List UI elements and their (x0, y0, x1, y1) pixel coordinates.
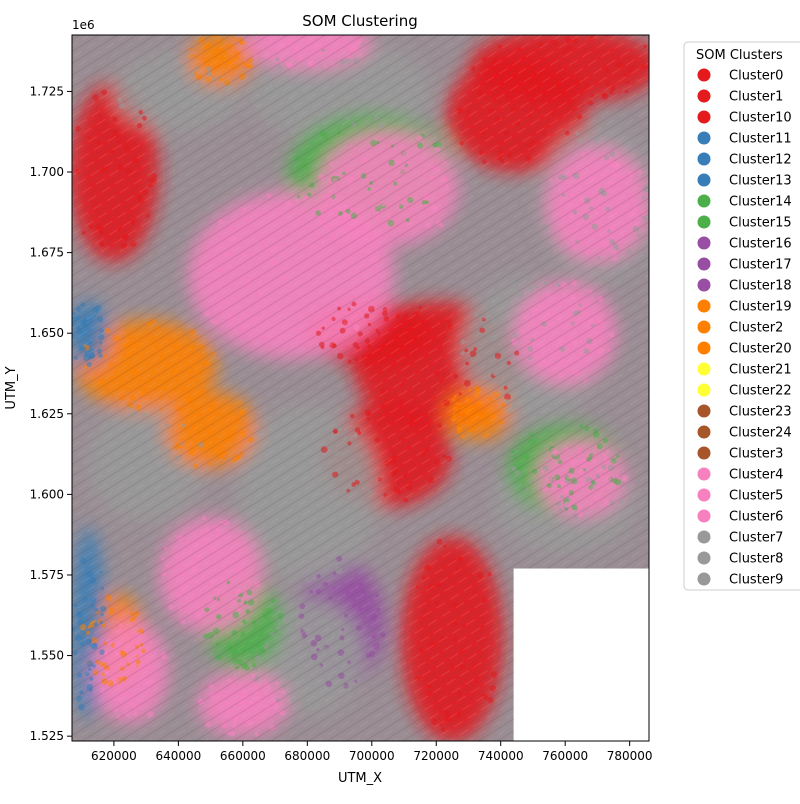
legend-marker (697, 467, 711, 481)
legend-label: Cluster4 (729, 468, 783, 483)
legend-title: SOM Clusters (696, 48, 783, 63)
cluster-point (293, 21, 297, 25)
legend-label: Cluster10 (729, 111, 792, 126)
y-tick-label: 1.575 (30, 568, 64, 582)
legend-marker (697, 152, 711, 166)
legend-marker (697, 488, 711, 502)
legend-label: Cluster21 (729, 363, 792, 378)
legend-marker (697, 299, 711, 313)
x-tick-label: 780000 (607, 749, 653, 763)
legend-label: Cluster15 (729, 216, 792, 231)
legend-label: Cluster14 (729, 195, 792, 210)
legend-marker (697, 425, 711, 439)
legend-marker (697, 131, 711, 145)
legend-label: Cluster19 (729, 300, 792, 315)
y-tick-label: 1.650 (30, 326, 64, 340)
cluster-point (274, 22, 280, 28)
x-tick-label: 700000 (349, 749, 395, 763)
legend-marker (697, 215, 711, 229)
legend-marker (697, 278, 711, 292)
y-tick-label: 1.600 (30, 487, 64, 501)
legend-marker (697, 362, 711, 376)
legend-marker (697, 110, 711, 124)
blank-no-data-region (513, 568, 649, 741)
legend-label: Cluster0 (729, 69, 783, 84)
legend-marker (697, 173, 711, 187)
legend-marker (697, 446, 711, 460)
legend-items: Cluster0 Cluster1 Cluster10 Cluster11 Cluste… (697, 68, 792, 588)
legend-label: Cluster24 (729, 426, 792, 441)
plot-frame (71, 34, 650, 742)
cluster-point (296, 29, 300, 33)
cluster-point (277, 24, 281, 28)
legend-marker (697, 551, 711, 565)
legend-label: Cluster2 (729, 321, 783, 336)
legend-marker (697, 509, 711, 523)
y-tick-label: 1.625 (30, 407, 64, 421)
legend-marker (697, 194, 711, 208)
legend-marker (697, 257, 711, 271)
x-tick-label: 740000 (478, 749, 524, 763)
legend-label: Cluster16 (729, 237, 792, 252)
legend-marker (697, 530, 711, 544)
legend-marker (697, 572, 711, 586)
legend-marker (697, 236, 711, 250)
legend-marker (697, 68, 711, 82)
legend-frame (683, 41, 800, 591)
legend: SOM Clusters Cluster0Cluster1Cluster10Cl… (683, 41, 800, 591)
x-tick-label: 640000 (155, 749, 201, 763)
legend-label: Cluster20 (729, 342, 792, 357)
legend-label: Cluster6 (729, 510, 783, 525)
legend-marker (697, 341, 711, 355)
legend-label: Cluster17 (729, 258, 792, 273)
legend-label: Cluster9 (729, 573, 783, 588)
y-axis-ticks: 1.525 1.550 1.575 1.600 1.625 1.650 1.675 1.700… (30, 84, 72, 743)
legend-label: Cluster13 (729, 174, 792, 189)
y-tick-label: 1.525 (30, 729, 64, 743)
legend-label: Cluster8 (729, 552, 783, 567)
cluster-point (265, 25, 271, 31)
y-tick-label: 1.675 (30, 246, 64, 260)
legend-label: Cluster23 (729, 405, 792, 420)
legend-marker (697, 320, 711, 334)
legend-label: Cluster18 (729, 279, 792, 294)
y-tick-label: 1.700 (30, 165, 64, 179)
chart-title: SOM Clustering (302, 12, 417, 30)
legend-label: Cluster22 (729, 384, 792, 399)
y-tick-label: 1.550 (30, 649, 64, 663)
legend-label: Cluster7 (729, 531, 783, 546)
plot-area (72, 21, 649, 741)
legend-marker (697, 383, 711, 397)
x-tick-label: 660000 (220, 749, 266, 763)
legend-label: Cluster5 (729, 489, 783, 504)
x-tick-label: 680000 (284, 749, 330, 763)
y-tick-label: 1.725 (30, 84, 64, 98)
x-tick-label: 760000 (542, 749, 588, 763)
x-axis-label: UTM_X (338, 771, 382, 786)
legend-marker (697, 89, 711, 103)
x-tick-label: 720000 (413, 749, 459, 763)
cluster-point (530, 30, 534, 34)
legend-label: Cluster11 (729, 132, 792, 147)
legend-label: Cluster12 (729, 153, 792, 168)
legend-marker (697, 404, 711, 418)
legend-label: Cluster1 (729, 90, 783, 105)
y-axis-offset-label: 1e6 (72, 18, 95, 32)
x-tick-label: 620000 (91, 749, 137, 763)
legend-label: Cluster3 (729, 447, 783, 462)
x-axis-ticks: 620000 640000 660000 680000 700000 720000 7400… (91, 741, 653, 763)
y-axis-label: UTM_Y (4, 366, 19, 409)
